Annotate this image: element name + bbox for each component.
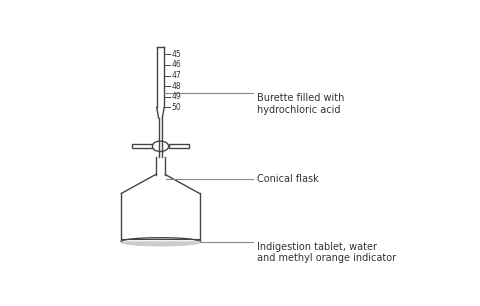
Text: 47: 47 — [172, 71, 181, 80]
Text: Indigestion tablet, water
and methyl orange indicator: Indigestion tablet, water and methyl ora… — [257, 242, 396, 263]
Text: Burette filled with
hydrochloric acid: Burette filled with hydrochloric acid — [257, 93, 345, 115]
Text: 45: 45 — [172, 50, 181, 59]
Text: 48: 48 — [172, 82, 181, 91]
Text: 50: 50 — [172, 103, 181, 112]
Text: 49: 49 — [172, 92, 181, 101]
Circle shape — [152, 141, 168, 151]
FancyBboxPatch shape — [168, 144, 189, 148]
Text: 46: 46 — [172, 61, 181, 69]
Text: Conical flask: Conical flask — [257, 174, 319, 184]
FancyBboxPatch shape — [132, 144, 152, 148]
